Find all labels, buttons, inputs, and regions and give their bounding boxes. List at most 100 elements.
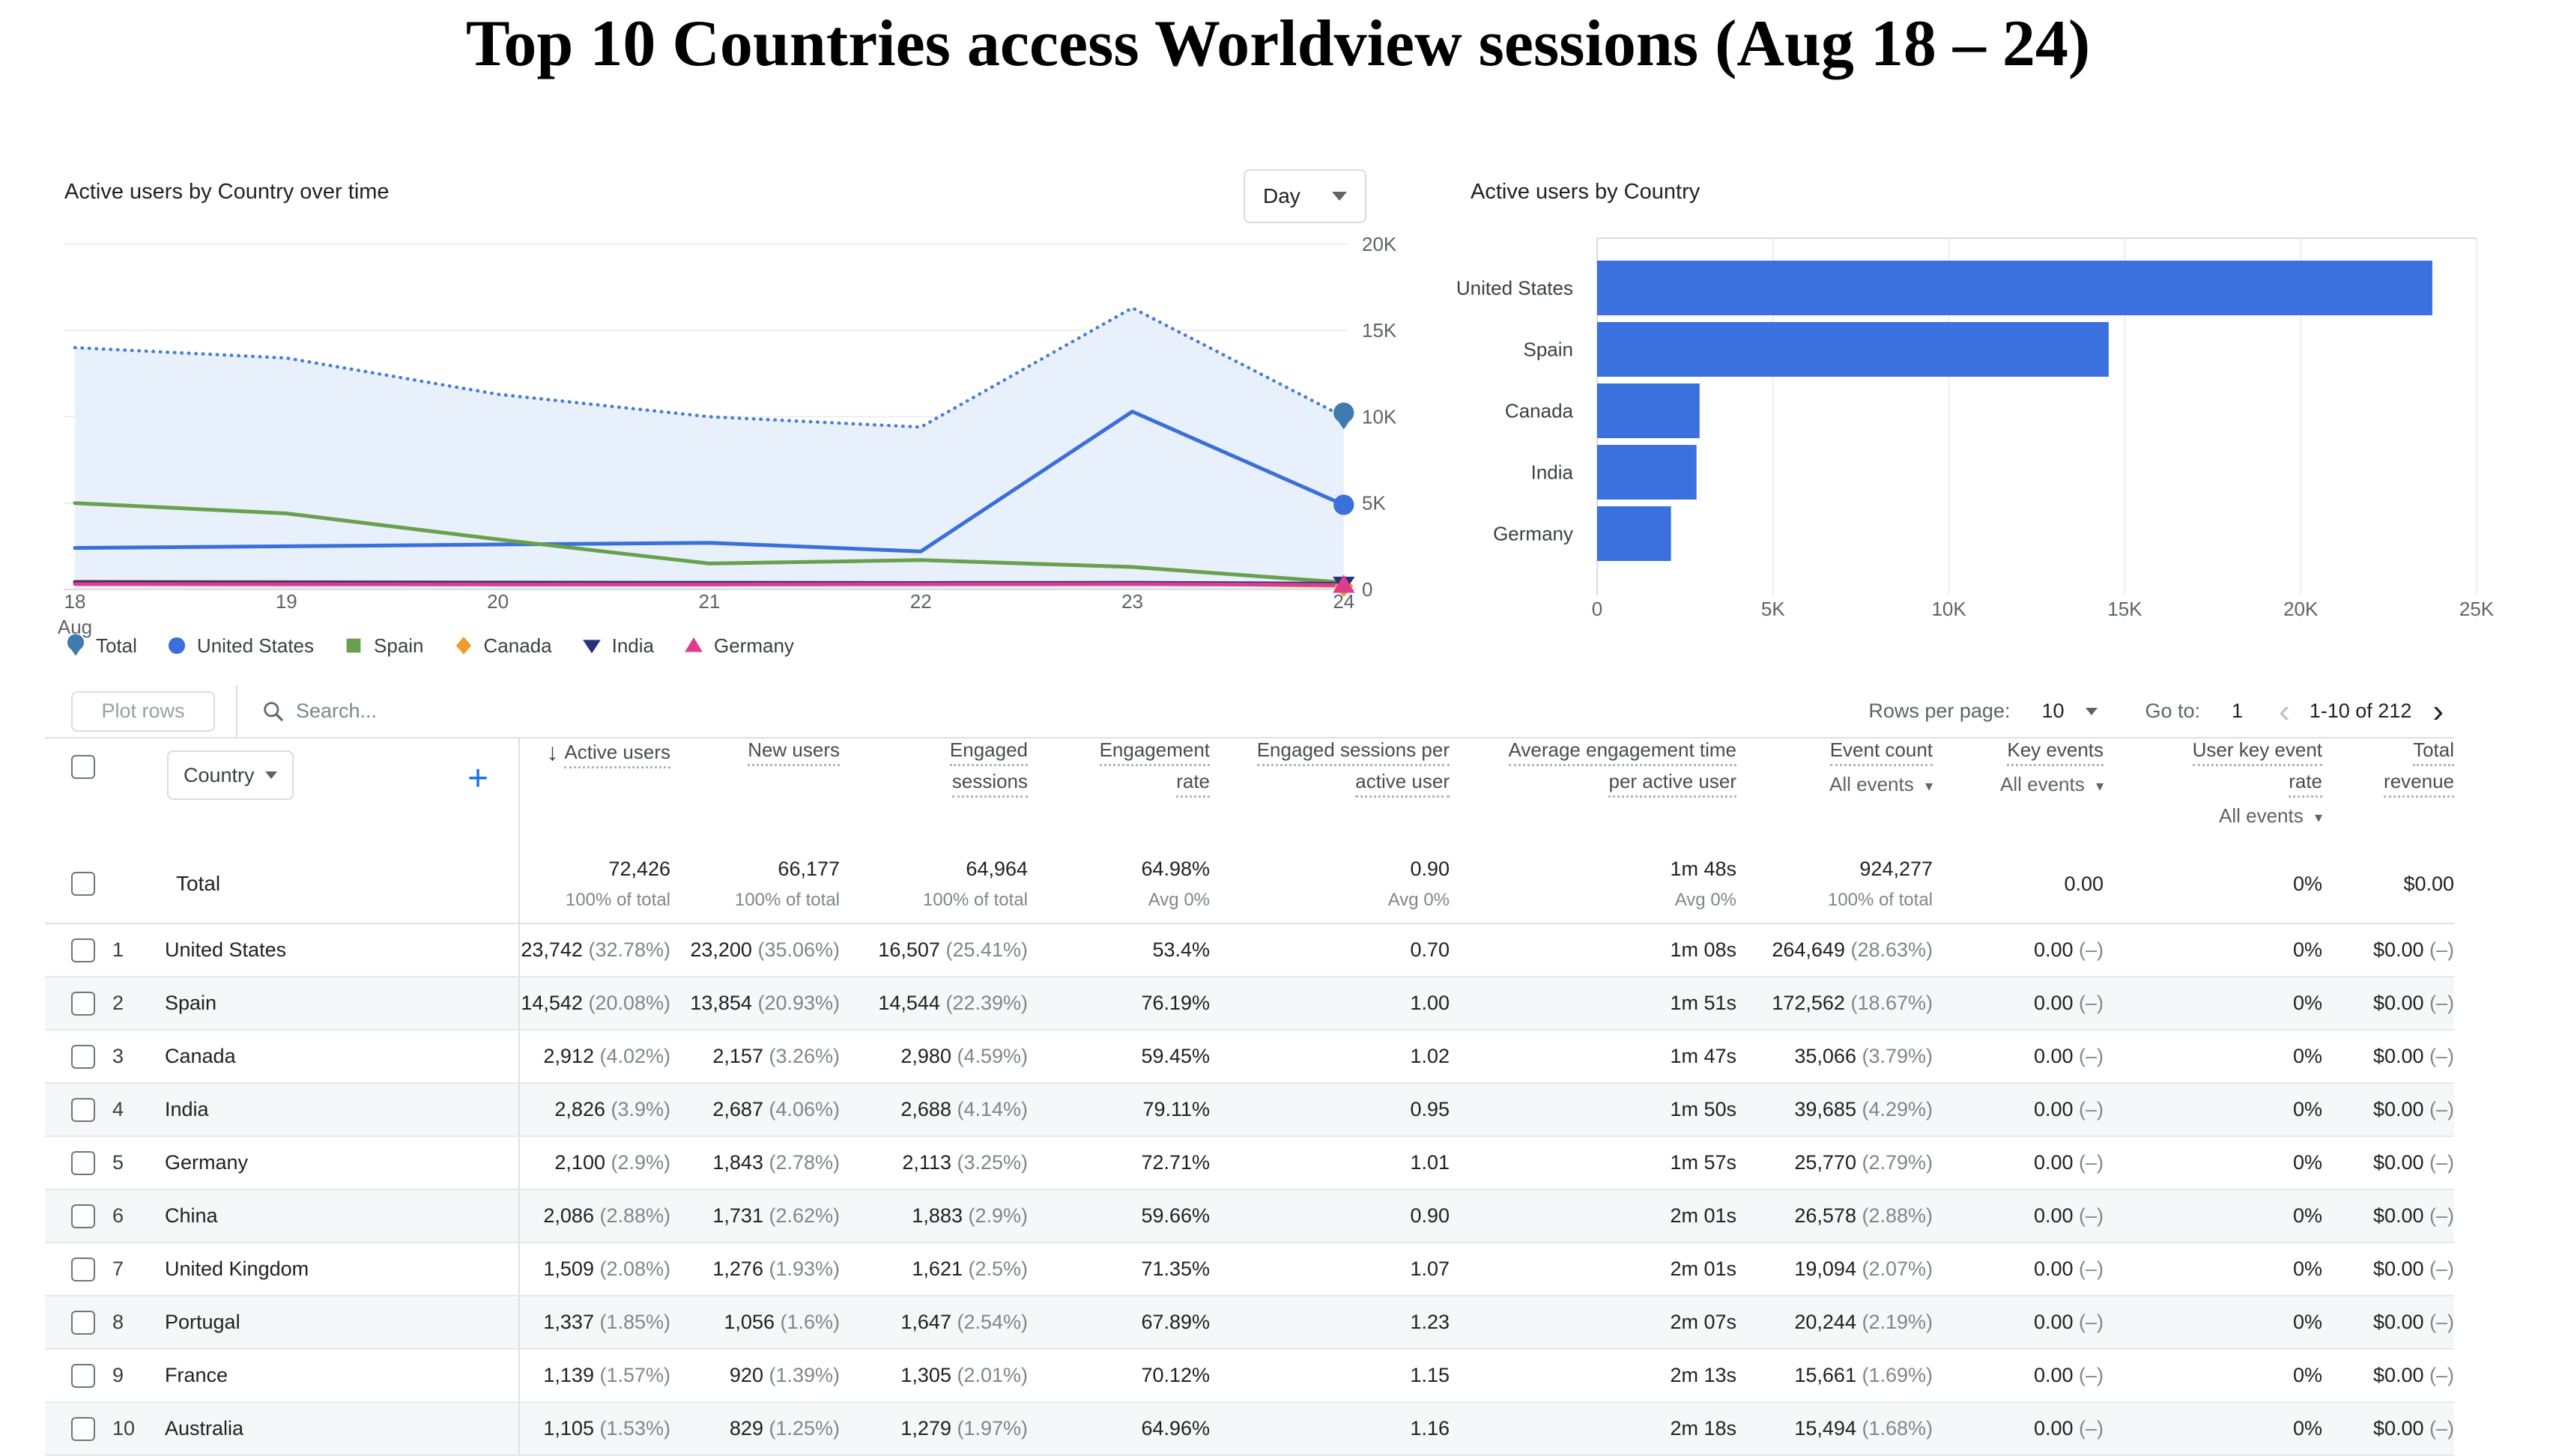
circle-marker-icon (1333, 494, 1354, 515)
rows-per-page-chevron-icon[interactable] (2085, 707, 2098, 715)
row-checkbox[interactable] (71, 938, 95, 962)
metric-value: 2,086 (543, 1204, 594, 1227)
column-header-total_revenue[interactable]: Total revenue (2322, 738, 2455, 845)
metric-cell: 1,276 (1.93%) (670, 1243, 841, 1296)
metric-percent: (4.14%) (951, 1098, 1029, 1120)
metric-value: 0.00 (2033, 938, 2074, 961)
row-checkbox[interactable] (71, 1097, 95, 1122)
metric-cell: 1,139 (1.57%) (519, 1349, 671, 1403)
granularity-select[interactable]: Day (1244, 169, 1366, 223)
row-checkbox-cell (45, 1349, 112, 1403)
metric-percent: (1.39%) (763, 1364, 841, 1386)
metric-cell: 0.95 (1210, 1083, 1450, 1137)
metric-value: 264,649 (1772, 938, 1845, 961)
metric-percent: (2.01%) (951, 1364, 1029, 1386)
go-to-input[interactable]: 1 (2232, 700, 2244, 722)
metric-value: 0.00 (2064, 872, 2104, 895)
metric-value: 35,066 (1794, 1045, 1856, 1067)
metric-percent: (2.9%) (962, 1204, 1029, 1227)
table-row: 5 Germany 2,100 (2.9%) 1,843 (2.78%) 2,113 (… (45, 1136, 2455, 1190)
add-column-button[interactable]: + (467, 759, 489, 798)
metric-cell: 1,647 (2.54%) (840, 1296, 1029, 1350)
row-checkbox[interactable] (71, 991, 95, 1016)
metric-cell: 1.07 (1210, 1243, 1450, 1296)
events-filter-select[interactable]: All events ▾ (2219, 804, 2323, 827)
next-page-button[interactable]: › (2432, 692, 2444, 729)
table-header-row: Country + ↓ Active users New users Engaged ses… (45, 738, 2455, 845)
events-filter-select[interactable]: All events ▾ (2000, 773, 2104, 795)
granularity-value: Day (1263, 184, 1300, 207)
column-header-label: sessions (951, 770, 1029, 798)
legend-item-canada[interactable]: Canada (452, 634, 552, 658)
dimension-select[interactable]: Country (167, 750, 294, 800)
x-axis-tick-label: 19 (276, 590, 297, 613)
metric-subtext: Avg 0% (1148, 889, 1211, 910)
legend-item-spain[interactable]: Spain (342, 634, 424, 658)
metric-cell: 19,094 (2.07%) (1736, 1243, 1933, 1296)
metric-cell: $0.00 (–) (2322, 923, 2455, 977)
search-icon (264, 701, 284, 721)
row-checkbox[interactable] (71, 1310, 95, 1335)
metric-value: $0.00 (2372, 1045, 2424, 1067)
select-all-checkbox[interactable] (71, 755, 95, 779)
metric-cell: 2,912 (4.02%) (519, 1030, 671, 1084)
column-header-engagement_rate[interactable]: Engagement rate (1028, 738, 1211, 845)
column-header-engaged_sessions_per_active_user[interactable]: Engaged sessions per active user (1210, 738, 1450, 845)
row-checkbox[interactable] (71, 1204, 95, 1228)
metric-percent: (–) (2423, 1258, 2455, 1280)
column-header-event_count[interactable]: Event count All events ▾ (1736, 738, 1933, 845)
row-country: France (165, 1349, 521, 1403)
legend-label: Total (96, 634, 137, 657)
metric-cell: 13,854 (20.93%) (670, 977, 841, 1031)
column-header-key_events[interactable]: Key events All events ▾ (1933, 738, 2104, 845)
events-filter-select[interactable]: All events ▾ (1829, 773, 1933, 795)
column-header-active_users[interactable]: ↓ Active users (519, 738, 671, 845)
bar-category-label: Canada (1505, 400, 1574, 422)
bar-x-tick-label: 20K (2283, 598, 2319, 620)
column-header-engaged_sessions[interactable]: Engaged sessions (840, 738, 1029, 845)
row-checkbox[interactable] (71, 1150, 95, 1175)
metric-percent: (2.62%) (763, 1204, 841, 1227)
metric-cell: $0.00 (–) (2322, 1402, 2455, 1456)
metric-value: 1,843 (712, 1151, 763, 1174)
metric-value: 1.23 (1410, 1311, 1450, 1333)
metric-value: 1,509 (543, 1258, 594, 1280)
metric-value: $0.00 (2372, 1098, 2424, 1120)
metric-value: 2m 07s (1670, 1311, 1737, 1333)
metric-percent: (–) (2073, 992, 2104, 1014)
column-header-user_key_event_rate[interactable]: User key event rate All events ▾ (2104, 738, 2323, 845)
metric-cell: 0% (2104, 1296, 2323, 1350)
metric-cell: 1.23 (1210, 1296, 1450, 1350)
legend-item-total[interactable]: Total (64, 634, 137, 658)
metric-value: 0% (2292, 938, 2323, 961)
metric-cell: 1,279 (1.97%) (840, 1402, 1029, 1456)
search-input[interactable]: Search... (261, 700, 377, 724)
metric-cell: 0.90 (1210, 1189, 1450, 1243)
total-metric-cell: 924,277 100% of total (1736, 845, 1933, 924)
legend-item-united-states[interactable]: United States (166, 634, 314, 658)
row-checkbox[interactable] (71, 1416, 95, 1441)
metric-cell: 0.00 (–) (1933, 1136, 2104, 1190)
bar-x-tick-label: 0 (1592, 598, 1602, 620)
column-header-label: per active user (1608, 770, 1737, 798)
metric-percent: (1.69%) (1856, 1364, 1933, 1386)
row-checkbox[interactable] (71, 1044, 95, 1069)
plot-rows-button[interactable]: Plot rows (71, 691, 215, 732)
legend-item-india[interactable]: India (581, 634, 654, 658)
controls-divider (236, 685, 237, 737)
pagination-status: 1-10 of 212 (2309, 700, 2412, 722)
metric-cell: 2m 13s (1450, 1349, 1737, 1403)
metric-percent: (–) (2073, 1258, 2104, 1280)
row-checkbox[interactable] (71, 872, 95, 896)
column-header-new_users[interactable]: New users (670, 738, 841, 845)
row-checkbox[interactable] (71, 1363, 95, 1388)
column-header-average_engagement_time_per_active_user[interactable]: Average engagement time per active user (1450, 738, 1737, 845)
legend-item-germany[interactable]: Germany (682, 634, 794, 658)
metric-value: 1.00 (1410, 992, 1450, 1014)
previous-page-button[interactable]: ‹ (2279, 692, 2290, 729)
metric-cell: 1,883 (2.9%) (840, 1189, 1029, 1243)
row-checkbox[interactable] (71, 1257, 95, 1281)
rows-per-page-select[interactable]: 10 (2041, 700, 2065, 722)
metric-value: 64,964 (966, 857, 1029, 880)
row-country: Spain (165, 977, 521, 1031)
